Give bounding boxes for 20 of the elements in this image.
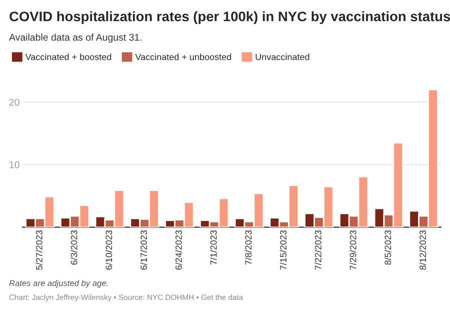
legend-label: Unvaccinated (256, 54, 310, 60)
x-tick-label: 7/22/2023 (314, 230, 322, 270)
chart-title: COVID hospitalization rates (per 100k) in NYC by vaccination status (10, 11, 450, 24)
x-tick-label: 6/17/2023 (140, 230, 147, 270)
x-tick-label: 7/15/2023 (280, 230, 286, 270)
y-tick-label: 20 (9, 98, 20, 106)
chart-subtitle: Available data as of August 31. (9, 34, 142, 43)
x-tick-label: 8/12/2023 (419, 230, 426, 270)
x-tick-label: 8/5/2023 (384, 230, 392, 265)
legend-label: Vaccinated + unboosted (135, 54, 232, 60)
text: Rates are adjusted by age. (9, 280, 108, 288)
x-tick-label: 7/29/2023 (350, 230, 356, 270)
x-tick-label: 7/1/2023 (210, 230, 217, 265)
x-tick-label: 6/24/2023 (175, 230, 182, 270)
legend-label: Vaccinated + boosted (25, 54, 112, 60)
x-tick-label: 6/10/2023 (105, 230, 112, 270)
y-tick-label: 10 (10, 161, 20, 168)
x-tick-label: 6/3/2023 (70, 230, 78, 265)
x-tick-label: 7/8/2023 (244, 230, 252, 265)
x-tick-label: 5/27/2023 (36, 230, 42, 270)
